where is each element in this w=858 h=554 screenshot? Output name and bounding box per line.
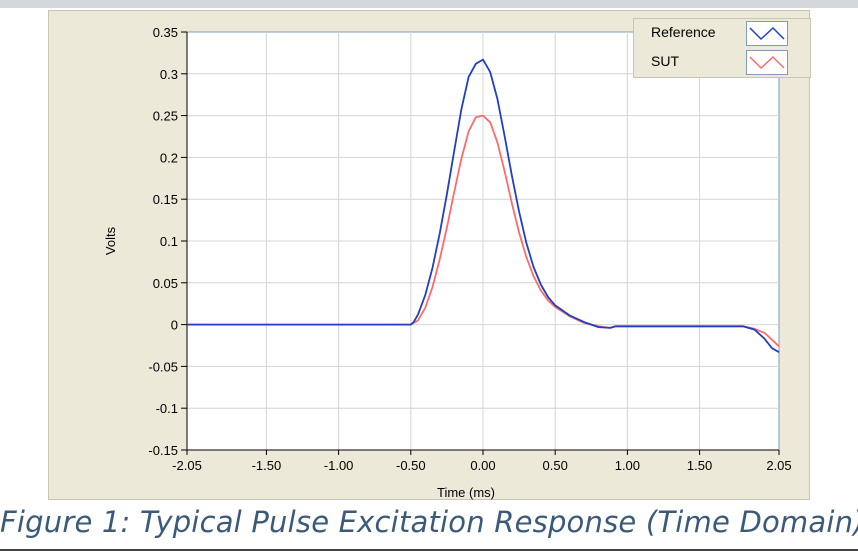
- legend-item-reference[interactable]: Reference: [634, 19, 810, 48]
- x-tick-label: 1.50: [687, 458, 712, 473]
- legend-label-reference: Reference: [651, 24, 716, 40]
- legend-label-sut: SUT: [651, 53, 679, 69]
- y-tick-label: -0.05: [148, 359, 178, 374]
- x-axis-title: Time (ms): [437, 485, 495, 500]
- x-tick-label: -1.50: [252, 458, 282, 473]
- x-tick-label: -1.00: [324, 458, 354, 473]
- y-tick-label: 0.1: [160, 234, 178, 249]
- series-line-reference: [187, 58, 780, 353]
- top-border-bar: [0, 0, 858, 8]
- legend-item-sut[interactable]: SUT: [634, 48, 810, 77]
- graph-panel: -2.05 -1.50 -1.00 -0.50 0.00 0.50 1.00 1.50 2.05…: [48, 10, 810, 500]
- legend-swatch-reference: [746, 21, 788, 46]
- y-tick-label: -0.15: [148, 443, 178, 458]
- x-tick-label: 0.00: [470, 458, 495, 473]
- y-tick-label: 0.35: [153, 25, 178, 40]
- x-tick-label: -0.50: [396, 458, 426, 473]
- legend-swatch-sut: [746, 50, 788, 75]
- y-tick-label: 0.3: [160, 67, 178, 82]
- series-lines: [187, 58, 780, 353]
- y-tick-label: 0.2: [160, 150, 178, 165]
- x-tick-label: 1.00: [615, 458, 640, 473]
- x-tick-label: 0.50: [543, 458, 568, 473]
- x-tick-label: -2.05: [172, 458, 202, 473]
- y-tick-label: 0.05: [153, 276, 178, 291]
- y-axis-title: Volts: [103, 226, 118, 255]
- y-tick-label: 0: [171, 318, 178, 333]
- y-tick-label: -0.1: [156, 401, 178, 416]
- line-sample-icon: [749, 26, 785, 41]
- legend: Reference SUT: [633, 18, 811, 78]
- x-tick-label: 2.05: [766, 458, 791, 473]
- y-tick-label: 0.25: [153, 109, 178, 124]
- axes: -2.05 -1.50 -1.00 -0.50 0.00 0.50 1.00 1.50 2.05…: [148, 25, 791, 473]
- y-tick-label: 0.15: [153, 192, 178, 207]
- figure-caption: Figure 1: Typical Pulse Excitation Respo…: [0, 505, 858, 539]
- line-sample-icon: [749, 55, 785, 70]
- plot-svg: -2.05 -1.50 -1.00 -0.50 0.00 0.50 1.00 1.50 2.05…: [103, 25, 792, 500]
- caption-underline: [0, 549, 858, 551]
